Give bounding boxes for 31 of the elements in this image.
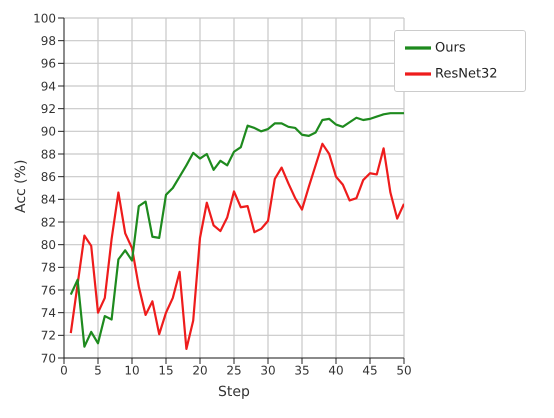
y-tick-label: 78	[40, 260, 56, 275]
y-tick-label: 92	[40, 102, 56, 116]
y-tick-label: 90	[40, 124, 56, 139]
x-tick-label: 0	[60, 364, 68, 378]
y-tick-label: 74	[40, 306, 56, 320]
legend-label: ResNet32	[435, 66, 498, 82]
y-axis-title: Acc (%)	[12, 160, 29, 213]
y-tick-label: 70	[40, 351, 56, 366]
x-tick-label: 45	[362, 364, 378, 378]
y-tick-label: 88	[40, 147, 56, 162]
x-tick-label: 20	[192, 364, 208, 378]
y-tick-label: 84	[40, 192, 56, 207]
x-tick-label: 35	[294, 364, 310, 378]
x-tick-label: 50	[396, 364, 412, 378]
y-tick-label: 86	[40, 170, 56, 184]
x-tick-label: 15	[158, 364, 174, 378]
x-axis-title: Step	[218, 384, 250, 400]
y-tick-label: 96	[40, 56, 56, 71]
y-tick-label: 76	[40, 283, 56, 298]
legend-label: Ours	[435, 40, 466, 56]
y-tick-label: 72	[40, 328, 56, 343]
x-tick-label: 5	[94, 364, 102, 378]
x-tick-label: 40	[328, 364, 344, 378]
x-tick-label: 10	[124, 364, 140, 378]
y-tick-label: 80	[40, 238, 56, 252]
y-tick-label: 94	[40, 79, 56, 94]
y-tick-label: 100	[33, 11, 56, 26]
y-tick-label: 98	[40, 34, 56, 48]
x-tick-label: 30	[260, 364, 276, 378]
x-tick-label: 25	[226, 364, 242, 378]
y-tick-label: 82	[40, 215, 56, 230]
